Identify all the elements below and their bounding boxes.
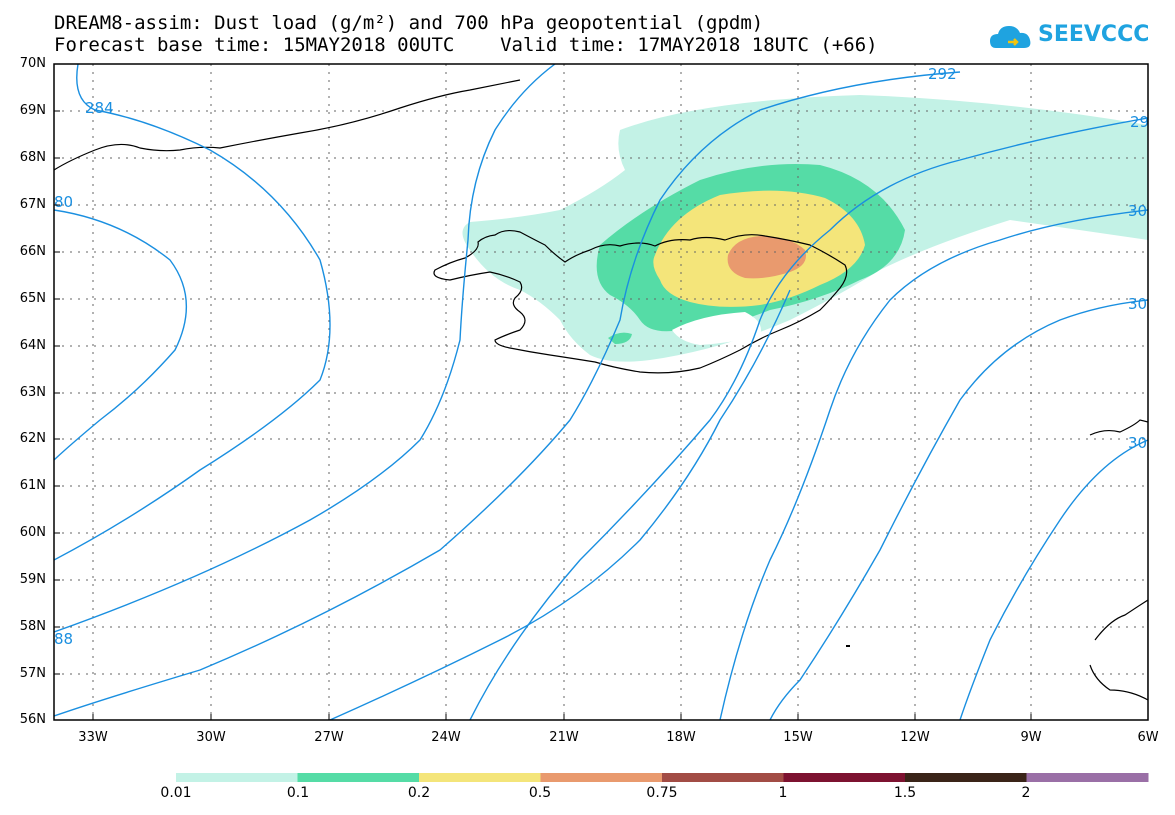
lon-label: 27W — [314, 730, 344, 745]
greenland-coast — [54, 79, 521, 171]
lat-label: 67N — [19, 197, 46, 212]
colorbar-label: 0.1 — [286, 785, 310, 801]
contour-label: 30 — [1128, 295, 1147, 313]
colorbar-segment — [540, 773, 663, 782]
contour-label: 30 — [1128, 434, 1147, 452]
lat-label: 61N — [19, 478, 46, 493]
tick-marks — [54, 110, 1032, 720]
map-subtitle: Forecast base time: 15MAY2018 00UTC Vali… — [54, 34, 878, 56]
contour-label: 292 — [928, 65, 957, 83]
lat-label: 59N — [19, 572, 46, 587]
colorbar-label: 0.5 — [528, 785, 552, 801]
contour-label: 88 — [54, 630, 73, 648]
colorbar-segment — [297, 773, 420, 782]
contour-line — [719, 209, 1148, 720]
colorbar-segment — [1026, 773, 1149, 782]
dust-load-field — [462, 95, 1148, 362]
lat-label: 64N — [19, 338, 46, 353]
colorbar-segment — [662, 773, 784, 782]
contour-label: 80 — [54, 193, 73, 211]
norway-coast — [1089, 419, 1148, 701]
seevccc-logo — [990, 26, 1031, 48]
colorbar — [176, 773, 1149, 782]
lat-label: 56N — [19, 712, 46, 727]
colorbar-segment — [905, 773, 1027, 782]
lat-label: 63N — [19, 385, 46, 400]
lat-label: 66N — [19, 244, 46, 259]
contour-line — [54, 71, 961, 717]
lon-label: 33W — [78, 730, 108, 745]
lon-label: 6W — [1137, 730, 1159, 745]
lat-label: 60N — [19, 525, 46, 540]
contour-labels: 284 292 29 30 30 30 88 80 — [54, 65, 1149, 648]
geopotential-contours — [54, 64, 1148, 720]
lon-label: 21W — [549, 730, 579, 745]
dust-shade-0.5 — [727, 236, 806, 279]
colorbar-label: 1 — [778, 785, 788, 801]
lon-label: 24W — [431, 730, 461, 745]
iceland-coast — [433, 229, 848, 374]
cloud-icon — [990, 26, 1031, 48]
lon-label: 18W — [666, 730, 696, 745]
contour-label: 29 — [1130, 113, 1149, 131]
colorbar-segment — [783, 773, 906, 782]
map-title: DREAM8-assim: Dust load (g/m²) and 700 h… — [54, 12, 764, 34]
logo-text: SEEVCCC — [1038, 22, 1150, 47]
contour-line — [769, 299, 1148, 720]
colorbar-label: 0.75 — [646, 785, 678, 801]
colorbar-segment — [419, 773, 541, 782]
contour-line — [469, 117, 1148, 720]
lat-label: 69N — [19, 103, 46, 118]
lat-label: 65N — [19, 291, 46, 306]
colorbar-label: 0.2 — [407, 785, 431, 801]
contour-line — [54, 209, 188, 461]
lon-label: 12W — [900, 730, 930, 745]
colorbar-label: 0.01 — [160, 785, 192, 801]
contour-line — [54, 64, 331, 561]
colorbar-label: 1.5 — [893, 785, 917, 801]
lat-label: 62N — [19, 431, 46, 446]
lon-label: 15W — [783, 730, 813, 745]
colorbar-label: 2 — [1021, 785, 1031, 801]
contour-line — [329, 289, 791, 720]
graticule — [54, 64, 1148, 720]
colorbar-segment — [176, 773, 298, 782]
lat-label: 58N — [19, 619, 46, 634]
lat-label: 70N — [19, 56, 46, 71]
contour-line — [959, 439, 1148, 720]
contour-label: 30 — [1128, 202, 1147, 220]
lat-label: 57N — [19, 666, 46, 681]
contour-line — [54, 64, 556, 633]
lon-label: 9W — [1020, 730, 1042, 745]
lat-label: 68N — [19, 150, 46, 165]
lon-label: 30W — [196, 730, 226, 745]
coastlines — [54, 79, 1148, 701]
map-frame — [53, 63, 1149, 721]
contour-label: 284 — [85, 99, 114, 117]
